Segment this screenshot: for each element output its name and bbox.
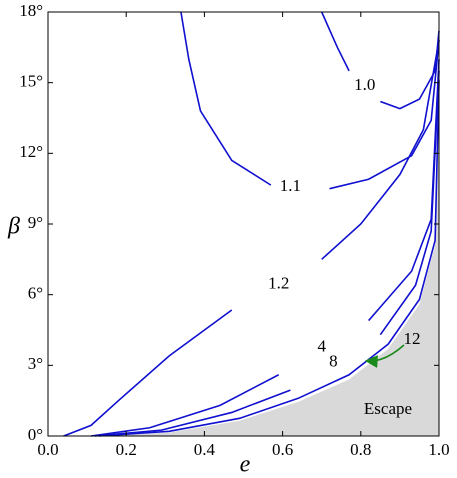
x-tick-label: 0.6 xyxy=(272,440,293,459)
x-axis-label: e xyxy=(240,452,251,478)
contour-line xyxy=(320,11,440,110)
contour-label: 1.1 xyxy=(280,176,301,195)
escape-region xyxy=(98,82,439,437)
x-tick-label: 0.2 xyxy=(116,440,137,459)
region-label: Escape xyxy=(364,399,412,418)
contour-label: 4 xyxy=(317,337,326,356)
y-tick-label: 12° xyxy=(19,142,43,161)
y-tick-label: 0° xyxy=(28,425,43,444)
contour-label: 1.0 xyxy=(354,75,375,94)
y-axis-label: β xyxy=(7,214,20,240)
annotation-arrow xyxy=(364,344,405,368)
contour-label: 8 xyxy=(329,351,338,370)
x-tick-label: 1.0 xyxy=(428,440,449,459)
x-tick-label: 0.0 xyxy=(37,440,58,459)
contour-line xyxy=(94,70,440,437)
y-tick-label: 15° xyxy=(19,72,43,91)
y-tick-label: 9° xyxy=(28,213,43,232)
y-tick-label: 3° xyxy=(28,354,43,373)
x-tick-label: 0.4 xyxy=(194,440,216,459)
contour-line xyxy=(180,11,440,190)
contour-line xyxy=(63,40,440,437)
contour-label: 1.2 xyxy=(268,274,289,293)
x-tick-label: 0.8 xyxy=(350,440,371,459)
y-tick-label: 6° xyxy=(28,284,43,303)
y-tick-label: 18° xyxy=(19,1,43,20)
contour-line xyxy=(98,80,440,437)
contour-label: 12 xyxy=(404,329,421,348)
